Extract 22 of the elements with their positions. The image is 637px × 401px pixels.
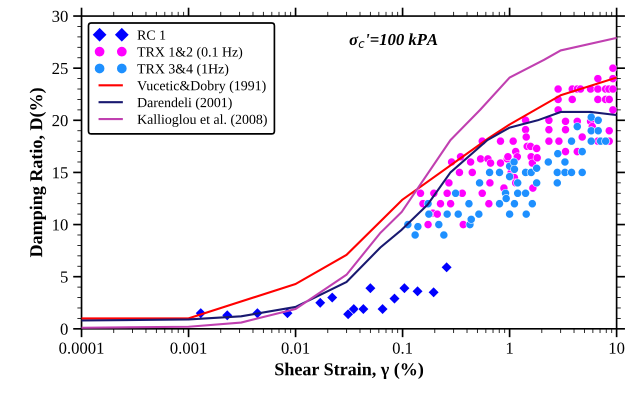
y-tick-label: 30 <box>52 10 68 22</box>
x-tick-label: 0.01 <box>282 342 310 354</box>
y-tick-label: 0 <box>60 324 68 335</box>
legend-label: TRX 1&2 (0.1 Hz) <box>137 46 242 60</box>
legend-label: Darendeli (2001) <box>137 97 232 110</box>
legend-label: RC 1 <box>137 30 166 40</box>
legend-label: Kallioglou et al. (2008) <box>137 114 267 127</box>
annotation: σ$_{c}$'=100 kPA <box>350 33 438 48</box>
x-tick-label: 0.1 <box>392 342 412 354</box>
y-axis-title: Damping Ratio, D(%) <box>30 88 46 258</box>
y-tick-label: 20 <box>52 115 68 126</box>
x-tick-label: 0.001 <box>170 342 206 354</box>
y-tick-label: 5 <box>60 272 68 283</box>
x-tick-label: 10 <box>610 342 624 354</box>
y-tick-label: 15 <box>53 167 68 178</box>
legend-label: Vucetic&Dobry (1991) <box>137 80 266 94</box>
y-tick-label: 10 <box>53 219 68 231</box>
x-tick-label: 1 <box>506 342 513 354</box>
x-tick-label: 0.0001 <box>59 342 104 354</box>
x-axis-title: Shear Strain, γ (%) <box>275 362 424 380</box>
y-tick-label: 25 <box>52 62 68 74</box>
legend-label: TRX 3&4 (1Hz) <box>137 64 228 76</box>
